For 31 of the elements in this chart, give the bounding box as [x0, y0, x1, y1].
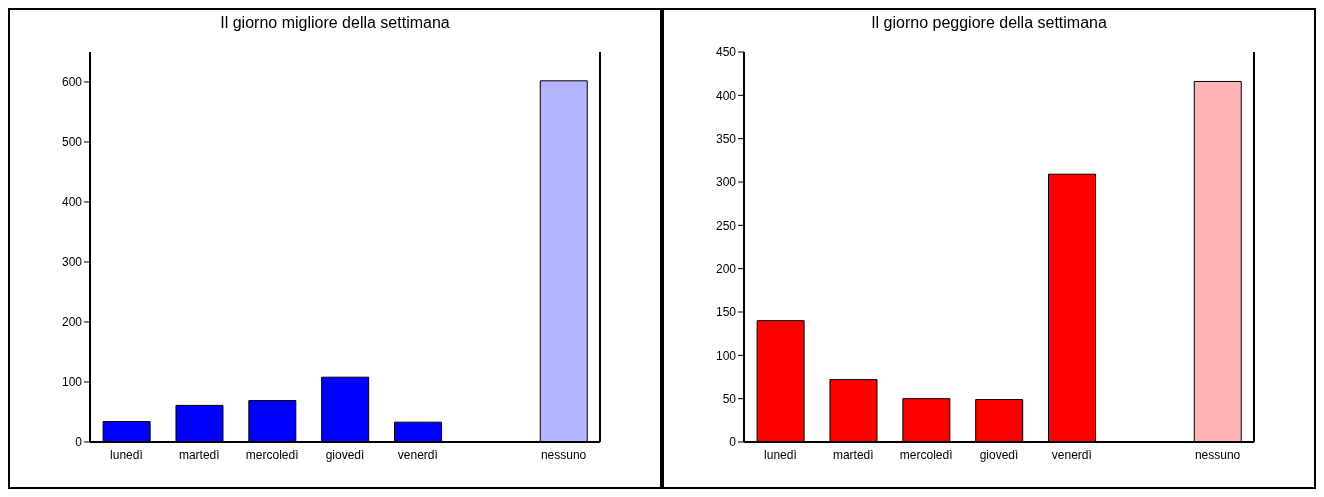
- x-tick-label: giovedì: [979, 447, 1019, 462]
- y-tick-label: 500: [61, 135, 83, 150]
- y-tick-label: 300: [61, 255, 83, 270]
- x-tick-label: giovedì: [325, 447, 365, 462]
- y-tick-label: 250: [715, 218, 737, 233]
- y-tick-label: 300: [715, 175, 737, 190]
- x-tick-label: mercoledì: [245, 447, 299, 462]
- y-tick-label: 400: [715, 88, 737, 103]
- x-tick-label: mercoledì: [899, 447, 953, 462]
- y-tick-label: 100: [61, 375, 83, 390]
- y-tick-label: 400: [61, 195, 83, 210]
- y-tick-label: 200: [715, 261, 737, 276]
- chart-title: Il giorno migliore della settimana: [219, 14, 451, 33]
- x-tick-label: martedì: [178, 447, 220, 462]
- chart-title: Il giorno peggiore della settimana: [870, 14, 1108, 33]
- x-tick-label: venerdì: [397, 447, 438, 462]
- y-tick-label: 450: [715, 45, 737, 60]
- y-tick-label: 50: [722, 391, 737, 406]
- y-tick-label: 0: [75, 435, 83, 450]
- x-tick-label: venerdì: [1051, 447, 1092, 462]
- y-tick-label: 0: [729, 435, 737, 450]
- x-tick-label: nessuno: [540, 447, 587, 462]
- y-tick-label: 200: [61, 315, 83, 330]
- y-tick-label: 150: [715, 305, 737, 320]
- y-tick-label: 100: [715, 348, 737, 363]
- x-tick-label: nessuno: [1194, 447, 1241, 462]
- y-tick-label: 600: [61, 75, 83, 90]
- x-tick-label: lunedì: [110, 447, 143, 462]
- y-tick-label: 350: [715, 131, 737, 146]
- x-tick-label: martedì: [832, 447, 874, 462]
- x-tick-label: lunedì: [764, 447, 797, 462]
